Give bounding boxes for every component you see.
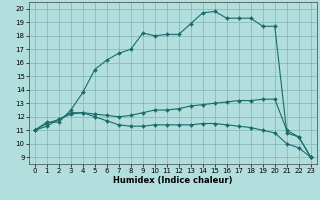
X-axis label: Humidex (Indice chaleur): Humidex (Indice chaleur) [113,176,233,185]
